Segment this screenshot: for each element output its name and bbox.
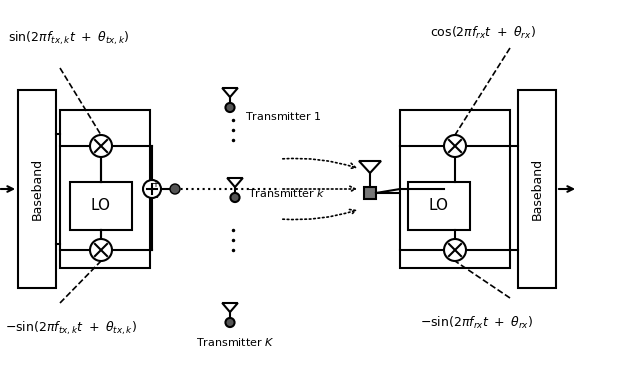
Text: $\sin(2\pi f_{tx,k}t \ + \ \theta_{tx,k})$: $\sin(2\pi f_{tx,k}t \ + \ \theta_{tx,k}…	[8, 29, 129, 47]
Circle shape	[170, 184, 180, 194]
Circle shape	[90, 135, 112, 157]
Bar	[400, 110, 510, 268]
Bar	[18, 90, 56, 288]
Text: $-\sin(2\pi f_{tx,k}t \ + \ \theta_{tx,k})$: $-\sin(2\pi f_{tx,k}t \ + \ \theta_{tx,k…	[5, 319, 137, 337]
Text: $\cos(2\pi f_{rx}t \ + \ \theta_{rx})$: $\cos(2\pi f_{rx}t \ + \ \theta_{rx})$	[430, 25, 536, 41]
Text: $-\sin(2\pi f_{rx}t \ + \ \theta_{rx})$: $-\sin(2\pi f_{rx}t \ + \ \theta_{rx})$	[420, 315, 533, 331]
Text: Baseband: Baseband	[531, 158, 543, 220]
Bar	[60, 110, 150, 268]
Bar	[518, 90, 556, 288]
Bar	[70, 182, 132, 230]
Text: +: +	[151, 179, 159, 189]
Circle shape	[225, 318, 234, 327]
Text: Baseband: Baseband	[31, 158, 44, 220]
Circle shape	[444, 135, 466, 157]
Circle shape	[444, 239, 466, 261]
Circle shape	[90, 239, 112, 261]
Text: LO: LO	[429, 198, 449, 214]
Text: Transmitter $K$: Transmitter $K$	[196, 336, 275, 348]
Circle shape	[143, 180, 161, 198]
Text: LO: LO	[91, 198, 111, 214]
Text: Transmitter $1$: Transmitter $1$	[245, 110, 322, 122]
Circle shape	[225, 103, 234, 112]
Text: Transmitter $k$: Transmitter $k$	[248, 187, 326, 199]
Bar	[408, 182, 470, 230]
Text: $-$: $-$	[150, 191, 159, 201]
Circle shape	[230, 193, 239, 202]
Bar	[364, 187, 376, 199]
